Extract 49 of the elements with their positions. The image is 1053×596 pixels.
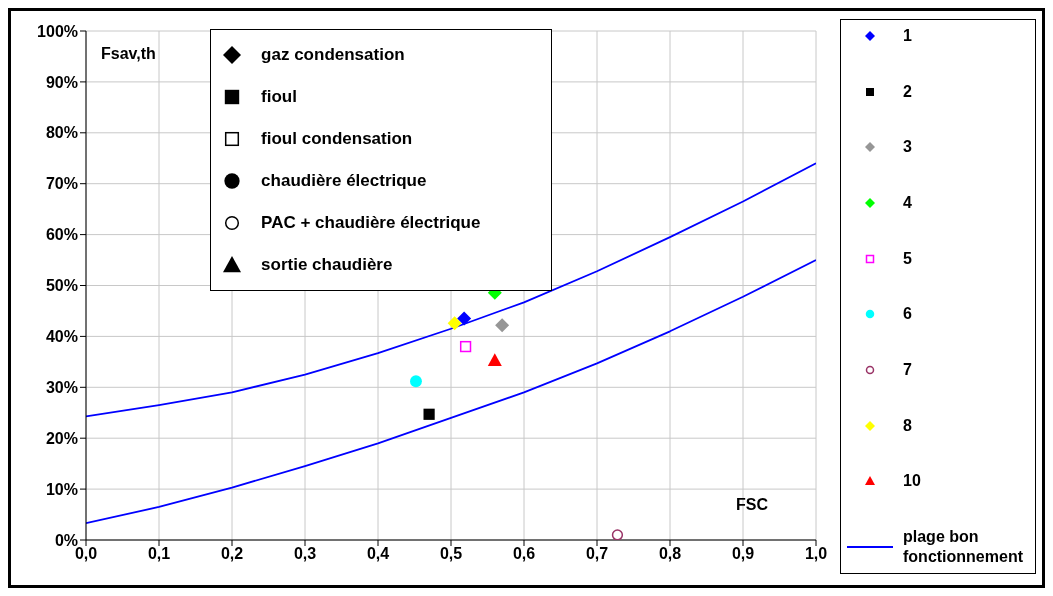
x-axis-title: FSC [736, 496, 768, 514]
x-tick-label: 0,0 [74, 545, 98, 563]
point [611, 529, 624, 540]
x-tick-label: 0,2 [220, 545, 244, 563]
annotation: fioul condensation [261, 129, 413, 149]
y-tick-label: 30% [45, 378, 78, 396]
y-tick-label: 90% [45, 73, 78, 91]
legend-label: 7 [903, 359, 912, 380]
annotation: fioul [261, 87, 297, 107]
y-tick-label: 50% [45, 277, 78, 295]
point [447, 316, 462, 331]
annotation: gaz condensation [261, 45, 405, 65]
point [410, 375, 422, 388]
x-tick-label: 0,3 [293, 545, 317, 563]
y-tick-label: 100% [37, 22, 78, 40]
point [423, 408, 435, 420]
y-tick-label: 60% [45, 226, 78, 244]
x-tick-label: 1,0 [804, 545, 828, 563]
legend-label: 4 [903, 192, 912, 213]
legend-label: 8 [903, 415, 912, 436]
annotation: sortie chaudière [261, 255, 393, 275]
line-series [86, 162, 816, 418]
point [459, 340, 472, 353]
y-axis-title: Fsav,th [101, 45, 156, 63]
x-tick-label: 0,7 [585, 545, 609, 563]
annotation: chaudière électrique [261, 171, 427, 191]
legend-label: 10 [903, 471, 921, 492]
y-tick-label: 10% [45, 480, 78, 498]
x-tick-label: 0,9 [731, 545, 755, 563]
point [495, 318, 510, 333]
x-tick-label: 0,4 [366, 545, 390, 563]
point [457, 311, 472, 326]
x-tick-label: 0,1 [147, 545, 171, 563]
point [487, 353, 502, 366]
y-tick-label: 80% [45, 124, 78, 142]
legend-label: plage bon fonctionnement [903, 526, 1024, 567]
y-tick-label: 70% [45, 175, 78, 193]
legend-label: 1 [903, 26, 912, 46]
y-tick-label: 20% [45, 429, 78, 447]
line-series [86, 259, 816, 525]
x-tick-label: 0,6 [512, 545, 536, 563]
x-tick-label: 0,8 [658, 545, 682, 563]
y-tick-label: 40% [45, 328, 78, 346]
legend-label: 6 [903, 304, 912, 325]
x-tick-label: 0,5 [439, 545, 463, 563]
legend-label: 3 [903, 137, 912, 158]
annotation: PAC + chaudière électrique [261, 213, 481, 233]
legend-label: 2 [903, 81, 912, 102]
legend-label: 5 [903, 248, 912, 269]
